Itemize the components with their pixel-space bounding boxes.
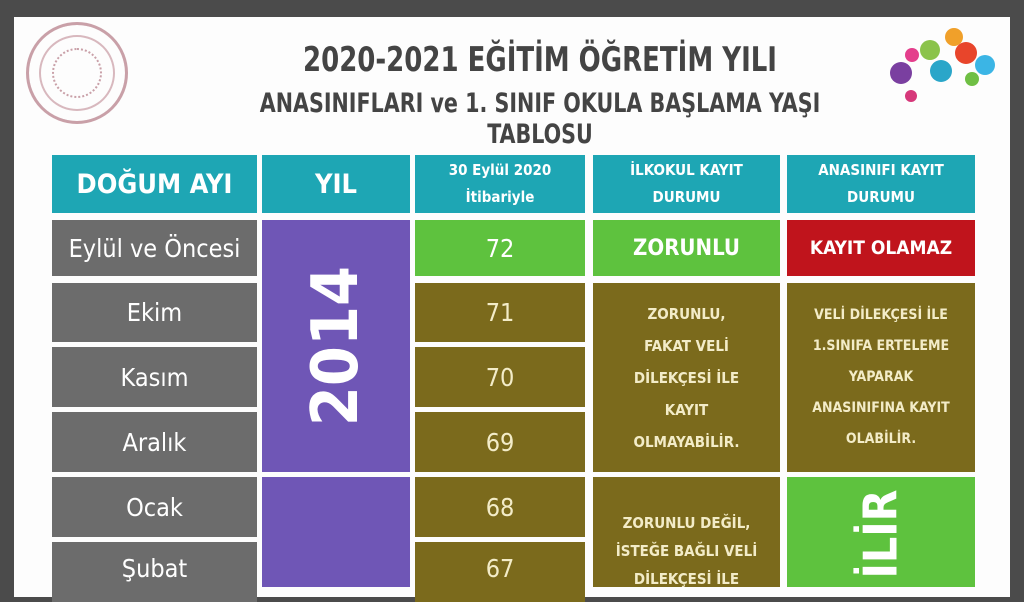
primary-status-deferrable: ZORUNLU, FAKAT VELİ DİLEKÇESİ İLE KAYIT …: [593, 283, 780, 472]
header-primary-status: İLKOKUL KAYIT DURUMU: [593, 155, 780, 213]
month-cell: Kasım: [52, 347, 257, 407]
ministry-seal-logo: [26, 22, 128, 124]
header-preschool-status: ANASINIFI KAYIT DURUMU: [787, 155, 975, 213]
preschool-status-label: İLİR: [853, 489, 908, 579]
month-cell: Şubat: [52, 542, 257, 602]
age-cell: 70: [415, 347, 585, 407]
preschool-status-cannot-enroll: KAYIT OLAMAZ: [787, 220, 975, 276]
header-age: 30 Eylül 2020 İtibariyle: [415, 155, 585, 213]
header-birth-month: DOĞUM AYI: [52, 155, 257, 213]
primary-status-optional: ZORUNLU DEĞİL, İSTEĞE BAĞLI VELİ DİLEKÇE…: [593, 477, 780, 588]
year-cell: 2014: [262, 220, 410, 472]
ministry-seal-inner: [52, 48, 102, 98]
page-title: 2020-2021 EĞİTİM ÖĞRETİM YILI: [303, 40, 777, 80]
age-cell: 68: [415, 477, 585, 537]
age-cell: 71: [415, 283, 585, 342]
page-subtitle: ANASINIFLARI ve 1. SINIF OKULA BAŞLAMA Y…: [259, 88, 821, 150]
month-cell: Ocak: [52, 477, 257, 537]
year-label: 2014: [299, 265, 373, 427]
preschool-status-deferral: VELİ DİLEKÇESİ İLE 1.SINIFA ERTELEME YAP…: [787, 283, 975, 472]
year-cell-next: [262, 477, 410, 587]
age-cell: 69: [415, 412, 585, 472]
age-cell: 67: [415, 542, 585, 602]
month-cell: Eylül ve Öncesi: [52, 220, 257, 276]
preschool-status-can-enroll: İLİR: [787, 477, 975, 587]
month-cell: Aralık: [52, 412, 257, 472]
month-cell: Ekim: [52, 283, 257, 342]
primary-status-mandatory: ZORUNLU: [593, 220, 780, 276]
header-year: YIL: [262, 155, 410, 213]
age-cell: 72: [415, 220, 585, 276]
